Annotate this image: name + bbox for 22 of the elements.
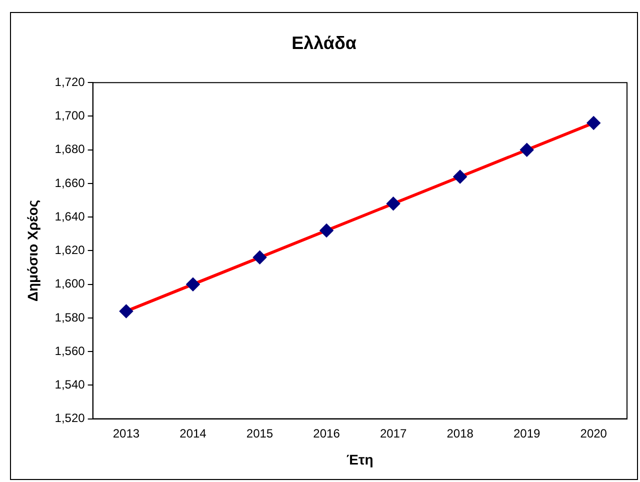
y-tick-label: 1,700	[54, 108, 86, 123]
x-tick-label: 2016	[313, 426, 340, 440]
x-tick-label: 2015	[246, 426, 274, 440]
y-tick-label: 1,640	[54, 209, 86, 224]
x-tick-label: 2013	[112, 426, 140, 440]
y-tick-label: 1,600	[54, 276, 86, 291]
y-tick-label: 1,580	[54, 310, 86, 324]
y-tick-label: 1,680	[54, 142, 86, 156]
x-tick-label: 2017	[380, 426, 407, 440]
x-tick-label: 2018	[446, 426, 474, 440]
y-tick-label: 1,540	[54, 377, 86, 392]
y-tick-label: 1,620	[54, 243, 86, 258]
chart-title: Ελλάδα	[292, 32, 356, 53]
y-tick-label: 1,520	[54, 411, 86, 426]
x-tick-label: 2019	[513, 426, 541, 440]
x-tick-label: 2014	[180, 426, 207, 440]
x-axis-title: Έτη	[346, 451, 374, 468]
y-tick-label: 1,660	[54, 176, 86, 190]
y-tick-label: 1,560	[54, 344, 86, 358]
x-tick-label: 2020	[580, 426, 608, 440]
y-axis-title: Δημόσιο Χρέος	[24, 200, 40, 302]
y-tick-label: 1,720	[54, 74, 86, 89]
